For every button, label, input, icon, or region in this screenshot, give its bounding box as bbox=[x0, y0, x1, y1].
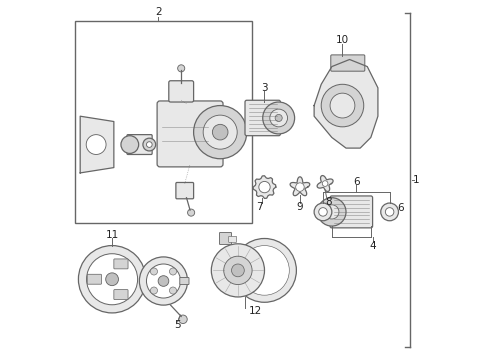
Circle shape bbox=[259, 181, 270, 193]
Circle shape bbox=[270, 109, 288, 127]
Circle shape bbox=[224, 256, 252, 284]
Circle shape bbox=[203, 115, 237, 149]
Text: 1: 1 bbox=[413, 175, 419, 185]
Text: 9: 9 bbox=[296, 202, 303, 212]
Circle shape bbox=[139, 257, 188, 305]
Text: 12: 12 bbox=[249, 306, 262, 316]
Polygon shape bbox=[290, 177, 310, 196]
Circle shape bbox=[318, 198, 346, 226]
FancyBboxPatch shape bbox=[330, 196, 372, 228]
Text: 3: 3 bbox=[261, 83, 268, 93]
FancyBboxPatch shape bbox=[229, 237, 237, 242]
Circle shape bbox=[106, 273, 119, 285]
Polygon shape bbox=[314, 59, 378, 148]
Text: 5: 5 bbox=[174, 320, 181, 330]
FancyBboxPatch shape bbox=[114, 259, 128, 269]
Circle shape bbox=[147, 264, 180, 298]
Circle shape bbox=[330, 93, 355, 118]
Circle shape bbox=[212, 124, 228, 140]
Circle shape bbox=[318, 208, 327, 216]
Circle shape bbox=[232, 264, 245, 277]
Circle shape bbox=[179, 315, 187, 324]
FancyBboxPatch shape bbox=[176, 183, 194, 199]
Circle shape bbox=[143, 138, 156, 151]
FancyBboxPatch shape bbox=[180, 278, 189, 284]
Circle shape bbox=[314, 203, 332, 221]
Circle shape bbox=[295, 183, 304, 192]
Circle shape bbox=[158, 276, 169, 286]
FancyBboxPatch shape bbox=[245, 100, 280, 136]
Polygon shape bbox=[80, 116, 114, 173]
Text: 6: 6 bbox=[353, 177, 360, 187]
Circle shape bbox=[121, 136, 139, 153]
Circle shape bbox=[78, 246, 146, 313]
FancyBboxPatch shape bbox=[331, 55, 365, 71]
Text: 6: 6 bbox=[397, 203, 404, 213]
Circle shape bbox=[87, 254, 138, 305]
FancyBboxPatch shape bbox=[87, 274, 101, 284]
Circle shape bbox=[150, 287, 157, 294]
Circle shape bbox=[150, 268, 157, 275]
Circle shape bbox=[385, 208, 394, 216]
FancyBboxPatch shape bbox=[220, 233, 232, 244]
Circle shape bbox=[211, 244, 265, 297]
Circle shape bbox=[322, 181, 328, 186]
Circle shape bbox=[170, 287, 176, 294]
Circle shape bbox=[188, 209, 195, 216]
Text: 8: 8 bbox=[325, 197, 332, 207]
FancyBboxPatch shape bbox=[169, 81, 194, 102]
Text: 7: 7 bbox=[256, 202, 263, 212]
Text: 11: 11 bbox=[105, 230, 119, 240]
Text: 4: 4 bbox=[369, 240, 376, 251]
Circle shape bbox=[325, 205, 339, 219]
Circle shape bbox=[233, 238, 296, 302]
Circle shape bbox=[178, 65, 185, 72]
FancyBboxPatch shape bbox=[157, 101, 223, 167]
Circle shape bbox=[275, 114, 282, 122]
Circle shape bbox=[170, 268, 176, 275]
Text: 10: 10 bbox=[336, 35, 349, 45]
Circle shape bbox=[263, 102, 294, 134]
Circle shape bbox=[240, 246, 289, 295]
Circle shape bbox=[381, 203, 398, 221]
Circle shape bbox=[86, 135, 106, 154]
Circle shape bbox=[194, 105, 247, 159]
Text: 2: 2 bbox=[155, 6, 162, 17]
Bar bbox=[75, 21, 252, 222]
Polygon shape bbox=[317, 176, 333, 192]
FancyBboxPatch shape bbox=[127, 135, 152, 154]
Circle shape bbox=[147, 142, 152, 147]
Circle shape bbox=[321, 84, 364, 127]
FancyBboxPatch shape bbox=[114, 290, 128, 300]
Polygon shape bbox=[253, 176, 276, 198]
